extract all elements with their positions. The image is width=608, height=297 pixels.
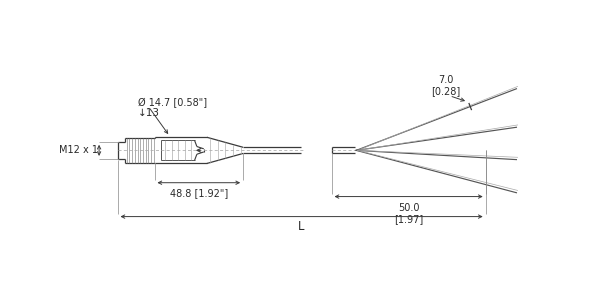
Text: 48.8 [1.92"]: 48.8 [1.92"] bbox=[170, 188, 228, 198]
Text: Ø 14.7 [0.58"]: Ø 14.7 [0.58"] bbox=[137, 98, 207, 108]
Text: M12 x 1: M12 x 1 bbox=[58, 145, 97, 155]
Text: 7.0
[0.28]: 7.0 [0.28] bbox=[431, 75, 460, 97]
Text: L: L bbox=[299, 220, 305, 233]
Text: 50.0
[1.97]: 50.0 [1.97] bbox=[394, 203, 423, 224]
Text: ↓13: ↓13 bbox=[139, 108, 161, 118]
